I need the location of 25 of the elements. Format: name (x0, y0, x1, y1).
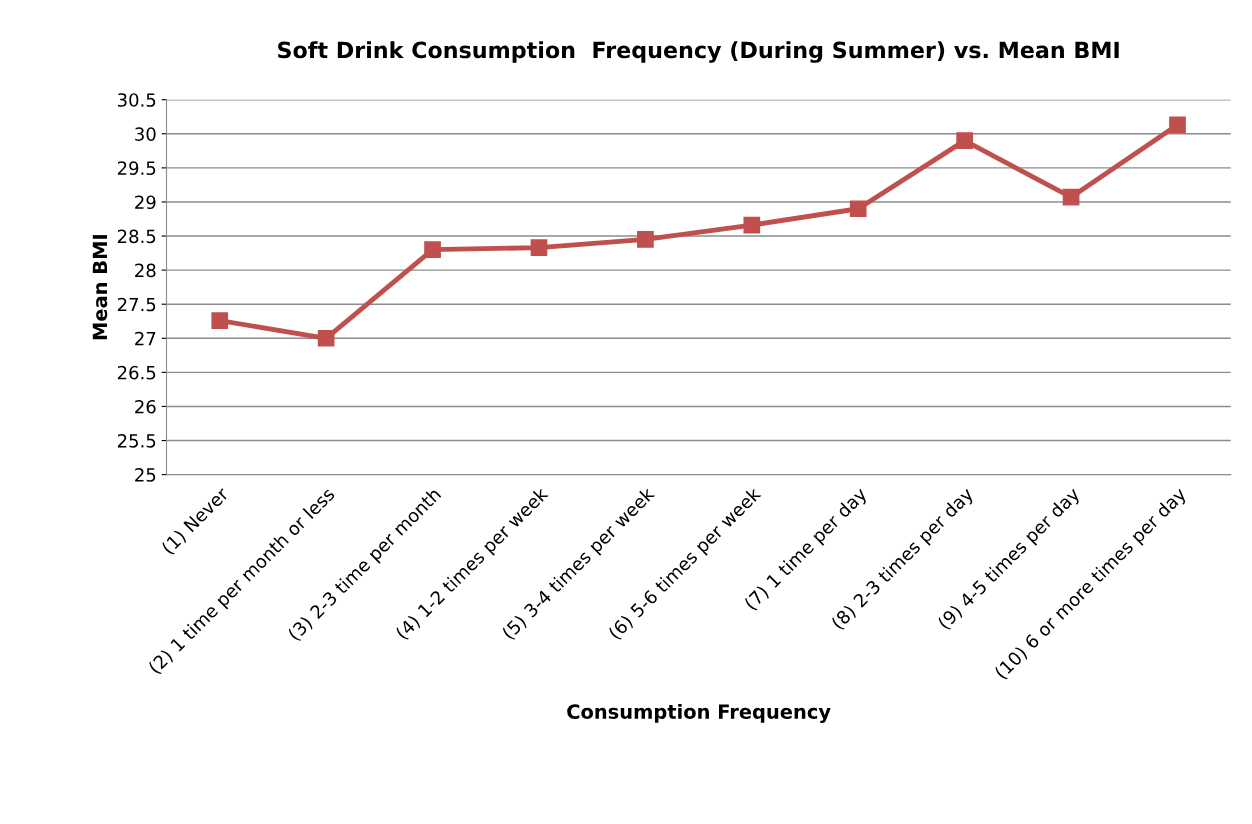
y-tick-label: 30 (135, 127, 156, 141)
y-tick-label: 26.5 (117, 365, 156, 380)
point (637, 231, 654, 248)
y-tick-label: 28 (135, 263, 156, 278)
y-tick-label: 29 (135, 195, 156, 210)
point (424, 241, 441, 259)
x-axis-title: Consumption Frequency (567, 703, 831, 723)
y-tick-label: 28.5 (117, 229, 156, 244)
y-tick-label: 30.5 (117, 93, 156, 107)
point (849, 200, 867, 218)
y-axis-title: Mean BMI (92, 235, 108, 340)
point (1062, 188, 1080, 206)
point (317, 329, 335, 347)
y-tick-label: 27.5 (117, 297, 156, 312)
point (956, 132, 974, 149)
point (530, 239, 548, 256)
y-tick-label: 25.5 (117, 434, 156, 448)
y-tick-label: 25 (135, 468, 156, 482)
chart-title: Soft Drink Consumption Frequency (During Summer) vs. Mean BMI (278, 41, 1119, 63)
point (211, 312, 229, 329)
point (1169, 116, 1186, 134)
point (743, 216, 761, 234)
y-tick-label: 29.5 (117, 161, 156, 175)
y-tick-label: 26 (135, 399, 156, 414)
y-tick-label: 27 (135, 331, 156, 346)
